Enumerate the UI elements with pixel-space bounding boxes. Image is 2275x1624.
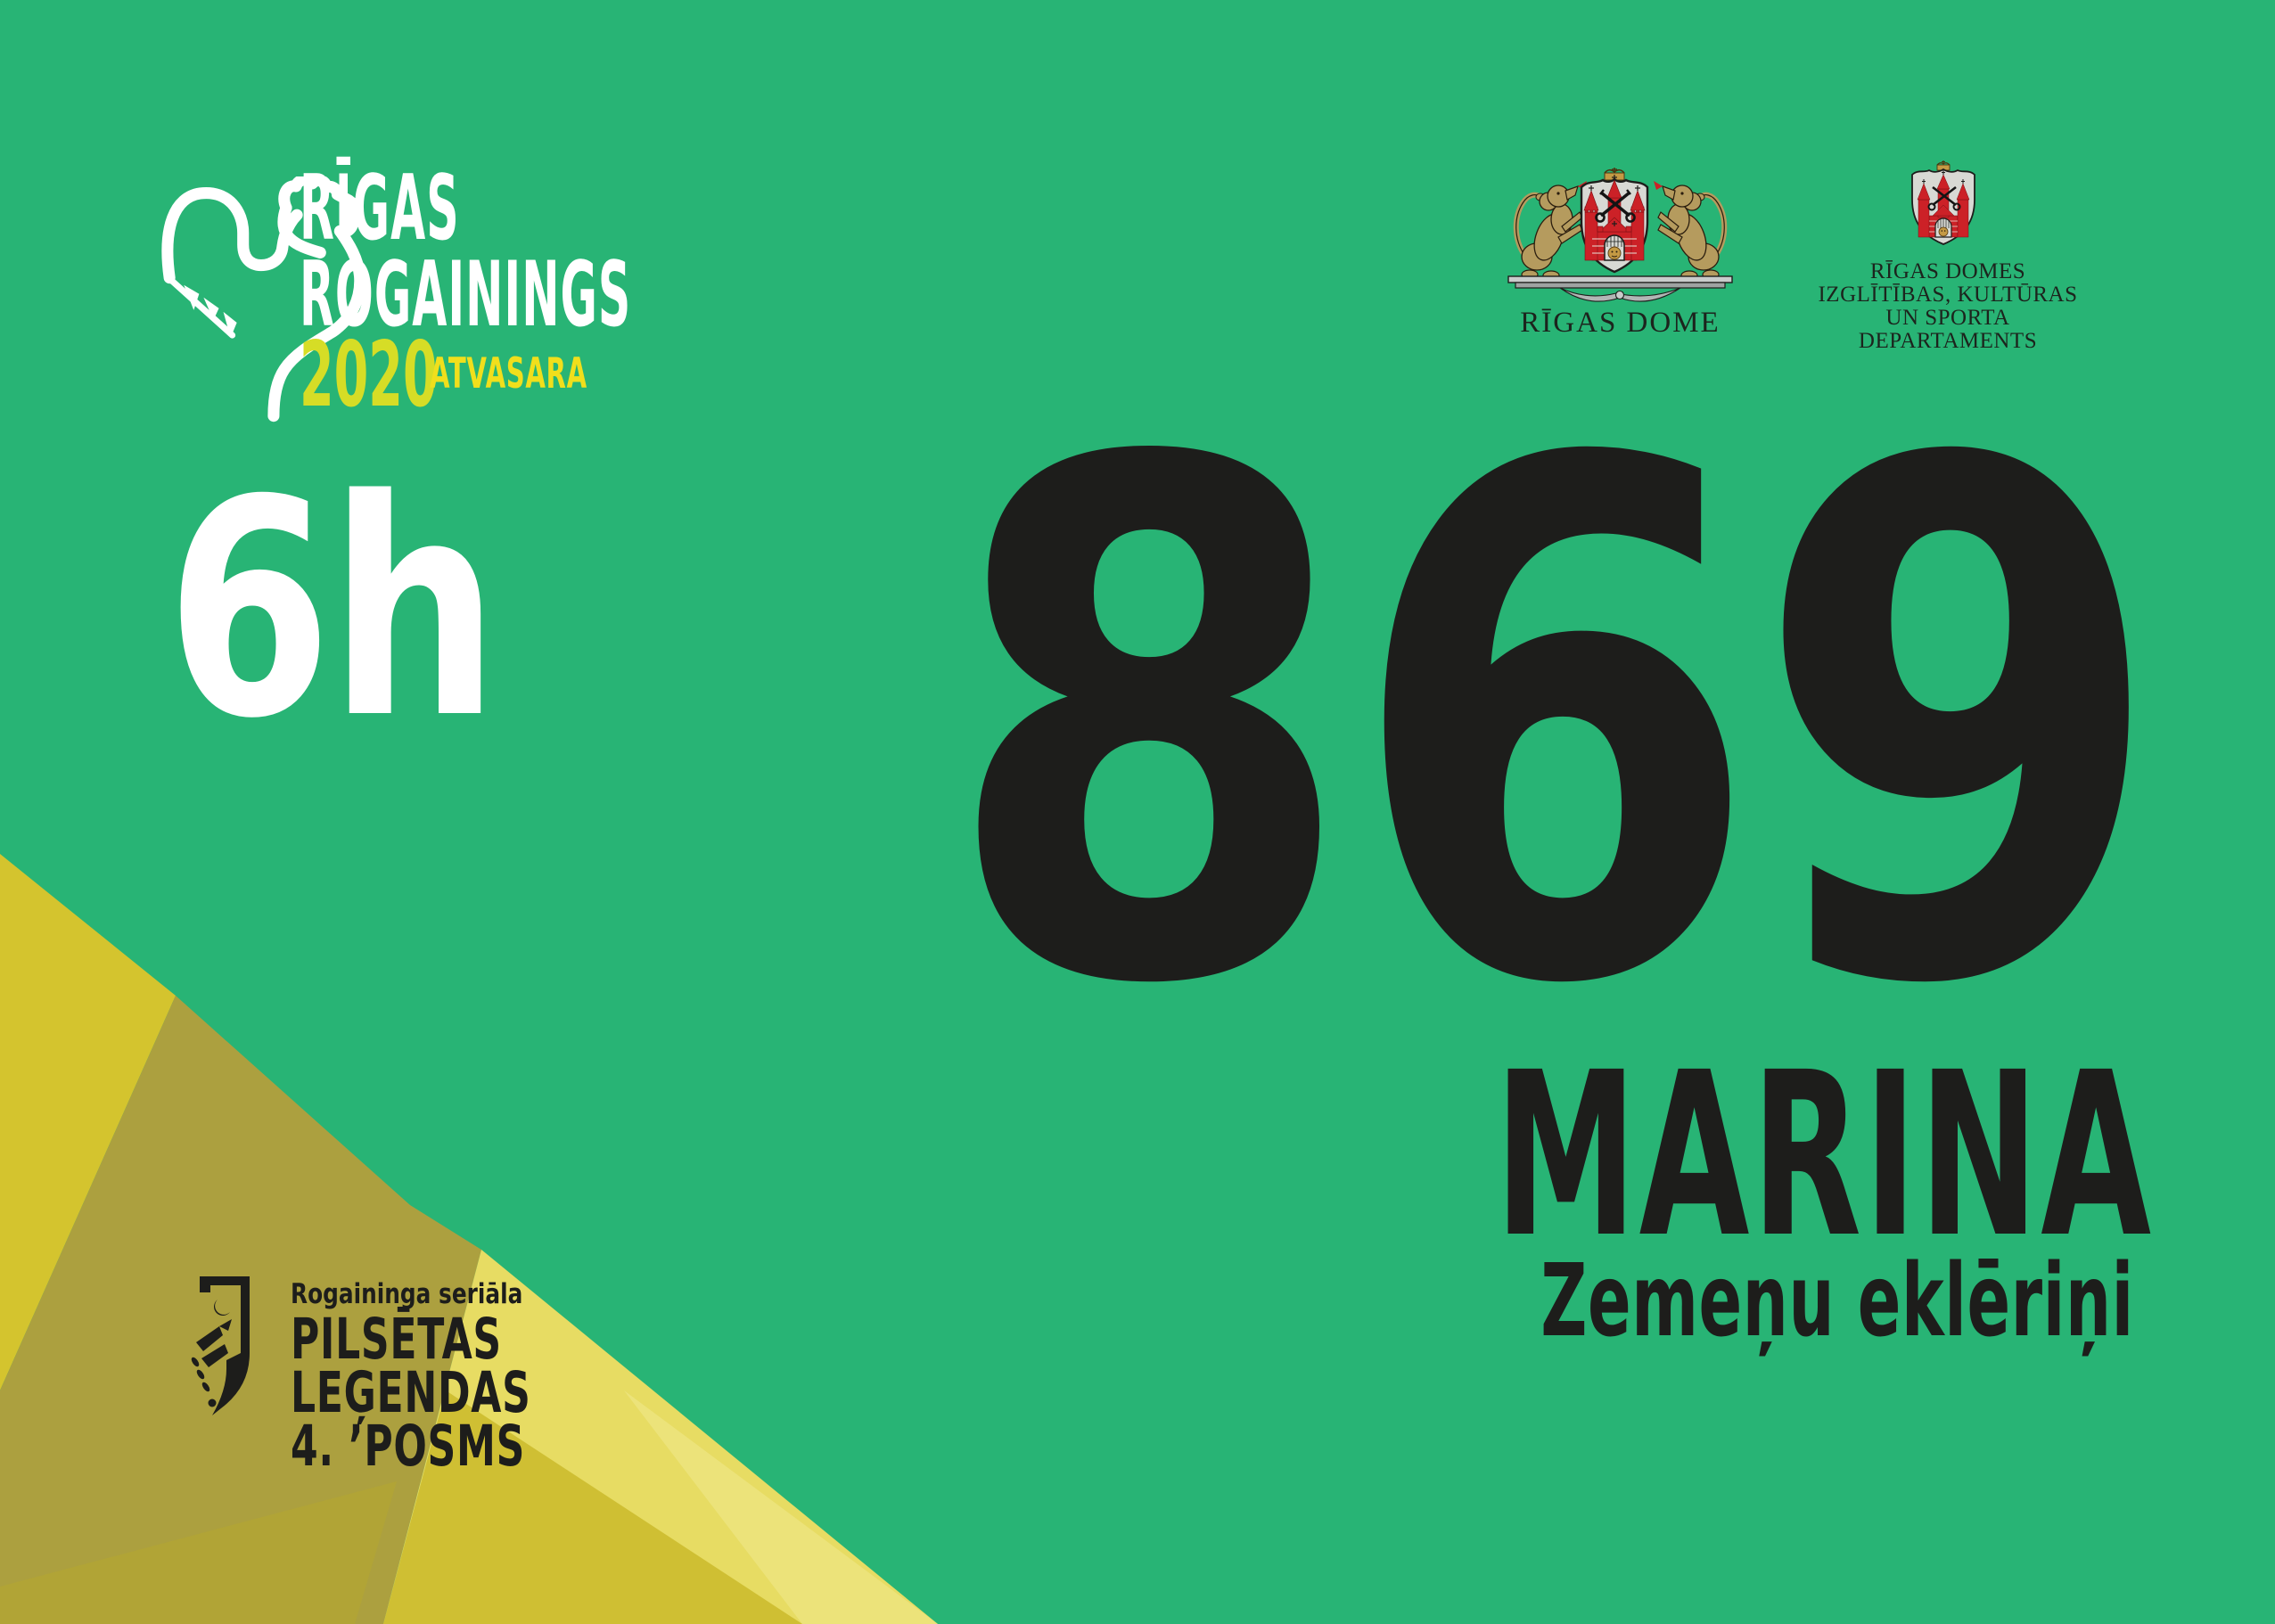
education-dept-coat-of-arms xyxy=(1911,160,1975,245)
arms-right-line1: RĪGAS DOMES xyxy=(1869,259,2026,283)
duration-text: 6h xyxy=(166,437,499,784)
bib-number: 869 xyxy=(710,315,2166,1139)
event-title: RĪGAS xyxy=(300,163,620,253)
series-line1: PILSĒTAS xyxy=(291,1311,592,1367)
series-line3: 4. ʼPOSMS xyxy=(291,1418,626,1474)
event-title-2: ROGAININGS xyxy=(300,250,964,340)
arms-right-line2: IZGLĪTĪBAS, KULTŪRAS xyxy=(1818,283,2078,307)
riga-dome-coat-of-arms xyxy=(1507,168,1733,302)
duration: 6h xyxy=(166,462,579,760)
series-line2-text: LEĢENDAS xyxy=(291,1360,531,1425)
event-season: ATVASARA xyxy=(430,353,684,395)
event-title-line2: ROGAININGS xyxy=(300,242,632,347)
event-season-text: ATVASARA xyxy=(430,349,587,398)
event-year: 2020 xyxy=(300,330,550,420)
series-label-text: Rogaininga seriāla xyxy=(291,1278,523,1310)
event-title-line1: RĪGAS xyxy=(300,155,460,260)
series-label: Rogaininga seriāla xyxy=(291,1281,580,1308)
team-name-text: Zemeņu eklēriņi xyxy=(1540,1243,2134,1359)
arms-right-caption: RĪGAS DOMES IZGLĪTĪBAS, KULTŪRAS UN SPOR… xyxy=(1801,260,2095,353)
arms-left-caption: RĪGAS DOME xyxy=(1520,307,1721,339)
participant-name-text: MARINA xyxy=(1495,1023,2154,1287)
series-line3-text: 4. ʼPOSMS xyxy=(291,1414,526,1479)
participant-name: MARINA xyxy=(1108,1042,2154,1268)
bib-number-text: 869 xyxy=(941,315,2166,1139)
team-name: Zemeņu eklēriņi xyxy=(1207,1251,2134,1351)
rooster-icon xyxy=(161,176,366,422)
event-year-text: 2020 xyxy=(300,322,438,427)
series-line1-text: PILSĒTAS xyxy=(291,1307,502,1372)
series-emblem-icon xyxy=(191,1276,250,1415)
arms-right-line3: UN SPORTA DEPARTAMENTS xyxy=(1858,306,2038,353)
series-line2: LEĢENDAS xyxy=(291,1365,634,1421)
